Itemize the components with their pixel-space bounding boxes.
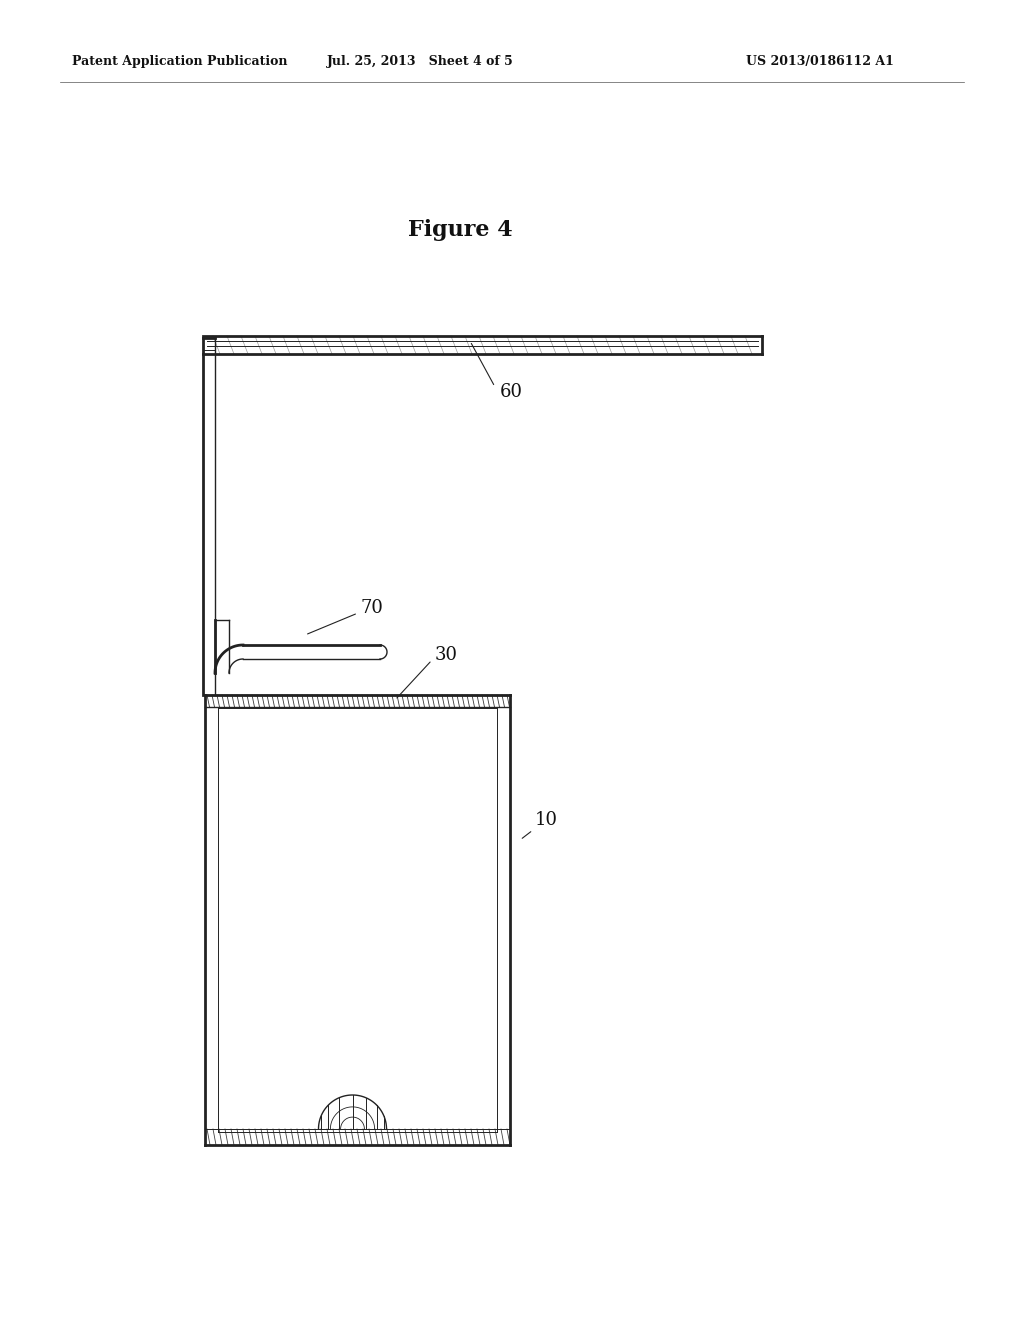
Text: Patent Application Publication: Patent Application Publication	[72, 55, 288, 69]
Text: Figure 4: Figure 4	[408, 219, 512, 242]
Text: 70: 70	[360, 599, 383, 616]
Text: US 2013/0186112 A1: US 2013/0186112 A1	[746, 55, 894, 69]
Text: Jul. 25, 2013   Sheet 4 of 5: Jul. 25, 2013 Sheet 4 of 5	[327, 55, 513, 69]
Text: 60: 60	[500, 383, 523, 401]
Text: 30: 30	[435, 645, 458, 664]
Text: 10: 10	[535, 810, 558, 829]
